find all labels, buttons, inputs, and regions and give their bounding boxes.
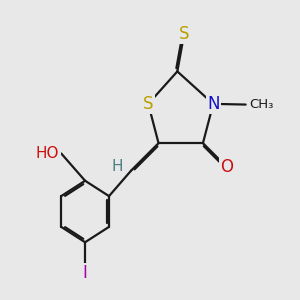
Text: HO: HO xyxy=(36,146,59,161)
Text: N: N xyxy=(207,95,220,113)
Text: H: H xyxy=(111,159,123,174)
Text: S: S xyxy=(143,95,154,113)
Text: I: I xyxy=(83,264,88,282)
Text: S: S xyxy=(179,25,189,43)
Text: O: O xyxy=(220,158,233,176)
Text: CH₃: CH₃ xyxy=(249,98,273,111)
